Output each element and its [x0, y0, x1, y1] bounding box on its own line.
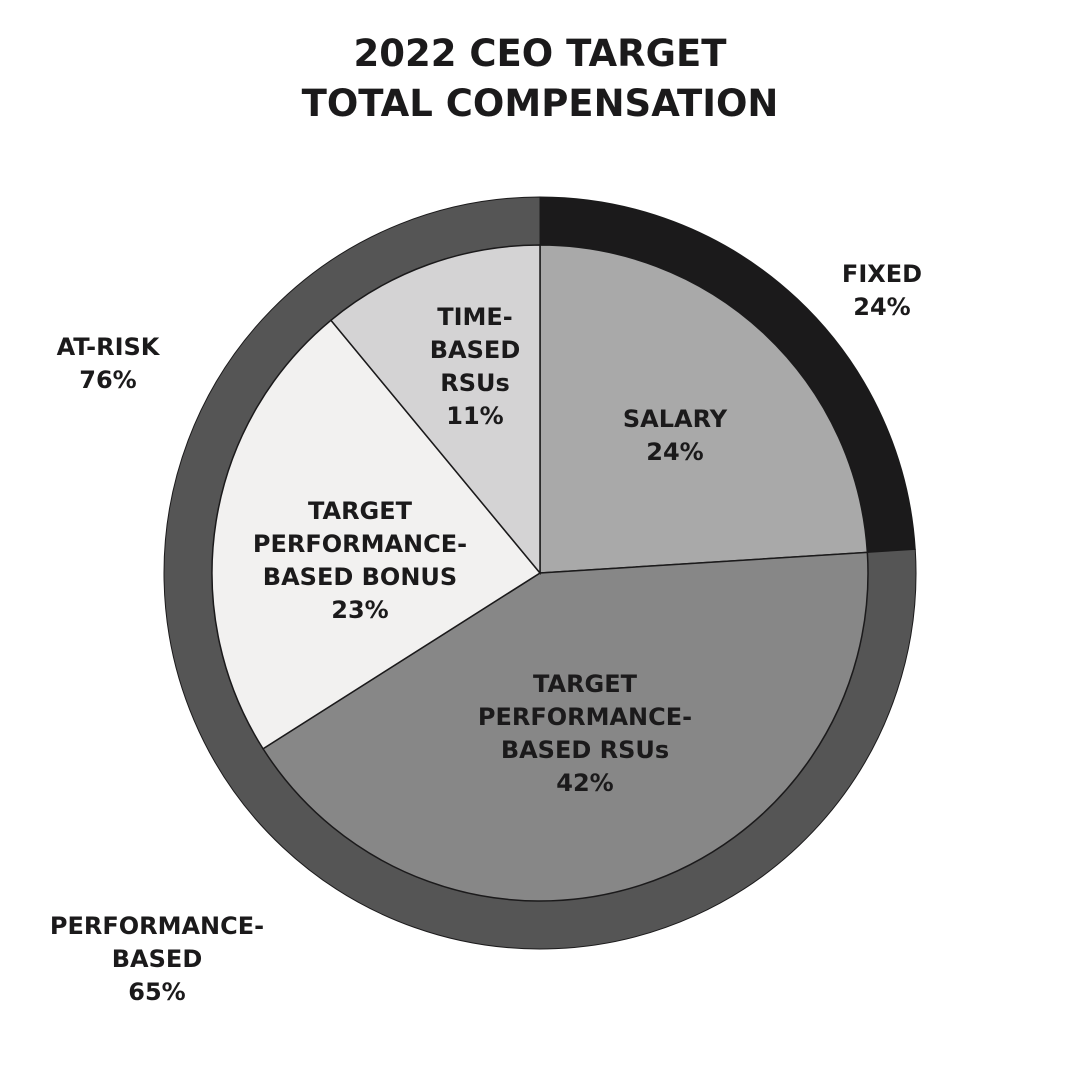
slice-label-perf-rsus: TARGET PERFORMANCE- BASED RSUs 42% — [478, 670, 692, 797]
slice-label-perf-bonus-line: BASED BONUS — [263, 563, 457, 591]
outer-label-performance-based-line: PERFORMANCE- — [50, 912, 264, 940]
slice-label-perf-rsus-line: PERFORMANCE- — [478, 703, 692, 731]
ring-label-fixed: FIXED 24% — [842, 260, 922, 321]
slice-labels: SALARY 24% TARGET PERFORMANCE- BASED RSUs 42%… — [50, 260, 922, 1006]
ring-label-at-risk: AT-RISK 76% — [57, 333, 161, 394]
slice-label-time-rsus-line: RSUs — [440, 369, 510, 397]
ring-label-at-risk-line: 76% — [79, 366, 136, 394]
slice-label-perf-rsus-line: 42% — [556, 769, 613, 797]
pie-slice-perf_rsus — [262, 551, 869, 902]
slice-label-perf-bonus-line: 23% — [331, 596, 388, 624]
slice-label-time-rsus-line: TIME- — [437, 303, 513, 331]
ring-label-fixed-line: FIXED — [842, 260, 922, 288]
pie-slice-salary — [539, 244, 869, 574]
slice-label-salary-line: 24% — [646, 438, 703, 466]
slice-label-time-rsus-line: 11% — [446, 402, 503, 430]
pie-slice-perf_bonus — [211, 319, 542, 750]
slice-label-salary-line: SALARY — [623, 405, 728, 433]
slice-label-perf-bonus-line: TARGET — [308, 497, 413, 525]
slice-label-time-rsus: TIME- BASED RSUs 11% — [430, 303, 520, 430]
chart-title: 2022 CEO TARGET TOTAL COMPENSATION — [302, 32, 779, 125]
ring-label-at-risk-line: AT-RISK — [57, 333, 161, 361]
slice-label-perf-rsus-line: BASED RSUs — [501, 736, 669, 764]
pie-slice-time_rsus — [329, 244, 541, 576]
slice-label-salary: SALARY 24% — [623, 405, 728, 466]
outer-label-performance-based: PERFORMANCE- BASED 65% — [50, 912, 264, 1006]
slice-label-time-rsus-line: BASED — [430, 336, 520, 364]
outer-label-performance-based-line: BASED — [112, 945, 202, 973]
ring-label-fixed-line: 24% — [853, 293, 910, 321]
chart-title-line-2: TOTAL COMPENSATION — [302, 82, 779, 125]
chart-title-line-1: 2022 CEO TARGET — [354, 32, 728, 75]
slice-label-perf-bonus: TARGET PERFORMANCE- BASED BONUS 23% — [253, 497, 467, 624]
slice-label-perf-rsus-line: TARGET — [533, 670, 638, 698]
slice-label-perf-bonus-line: PERFORMANCE- — [253, 530, 467, 558]
outer-label-performance-based-line: 65% — [128, 978, 185, 1006]
inner-pie — [211, 244, 869, 902]
